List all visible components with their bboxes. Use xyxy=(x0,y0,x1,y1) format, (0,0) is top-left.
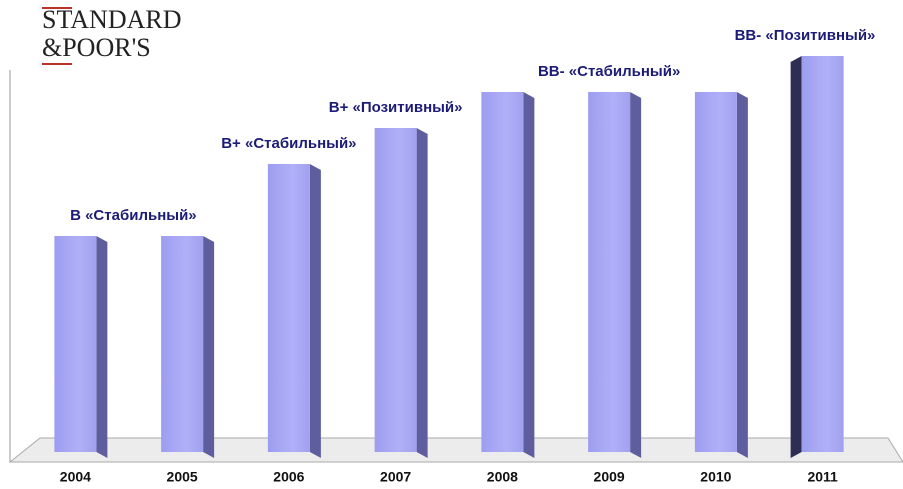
annotation: B+ «Стабильный» xyxy=(221,135,356,152)
floor xyxy=(8,437,903,463)
logo-line: &POOR'S xyxy=(42,33,151,62)
bar xyxy=(588,92,631,452)
bar xyxy=(374,128,417,452)
x-tick-label: 2009 xyxy=(594,469,625,485)
x-tick-label: 2007 xyxy=(380,469,411,485)
bar xyxy=(481,92,524,452)
annotation: BB- «Позитивный» xyxy=(735,27,876,44)
x-tick-label: 2005 xyxy=(167,469,198,485)
bar-side xyxy=(790,56,802,458)
bar-side xyxy=(523,92,535,458)
bar xyxy=(161,236,204,452)
bar-side xyxy=(416,128,428,458)
annotation: B+ «Позитивный» xyxy=(329,99,463,116)
bar-side xyxy=(309,164,321,458)
annotation: BB- «Стабильный» xyxy=(538,63,680,80)
x-tick-label: 2011 xyxy=(807,469,838,485)
bar xyxy=(694,92,737,452)
annotation: B «Стабильный» xyxy=(70,207,197,224)
x-tick-label: 2006 xyxy=(273,469,304,485)
bar-side xyxy=(203,236,215,458)
bar xyxy=(54,236,97,452)
x-tick-label: 2010 xyxy=(700,469,731,485)
x-tick-label: 2008 xyxy=(487,469,518,485)
x-tick-label: 2004 xyxy=(60,469,91,485)
logo-line: STANDARD xyxy=(42,5,181,34)
bar-side xyxy=(736,92,748,458)
bar xyxy=(267,164,310,452)
bar-side xyxy=(96,236,108,458)
bar xyxy=(801,56,844,452)
bar-side xyxy=(630,92,642,458)
